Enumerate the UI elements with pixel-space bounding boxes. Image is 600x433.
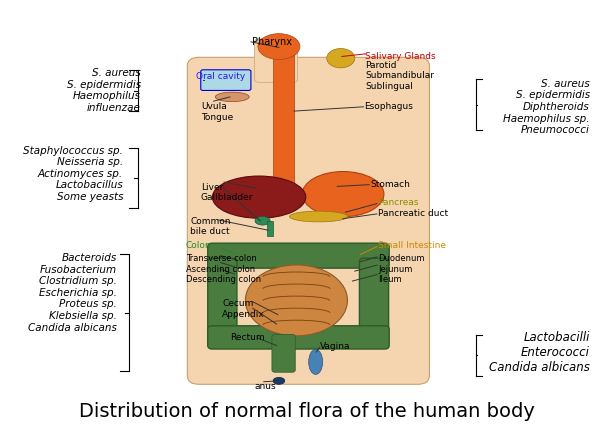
Ellipse shape [212, 176, 306, 218]
Text: Duodenum
Jejunum
Ileum: Duodenum Jejunum Ileum [378, 254, 425, 284]
Text: Staphylococcus sp.
Neisseria sp.
Actinomyces sp.
Lactobacillus
Some yeasts: Staphylococcus sp. Neisseria sp. Actinom… [23, 145, 123, 202]
FancyBboxPatch shape [359, 258, 389, 347]
Polygon shape [267, 221, 273, 236]
FancyBboxPatch shape [254, 39, 298, 82]
Text: Common
bile duct: Common bile duct [190, 216, 231, 236]
FancyBboxPatch shape [272, 334, 295, 372]
Text: Uvula
Tongue: Uvula Tongue [201, 103, 233, 122]
Text: Pharynx: Pharynx [251, 37, 292, 47]
Text: Colon: Colon [185, 241, 211, 250]
Text: S. aureus
S. epidermidis
Diphtheroids
Haemophilus sp.
Pneumococci: S. aureus S. epidermidis Diphtheroids Ha… [503, 79, 590, 135]
Ellipse shape [308, 349, 323, 375]
Text: Esophagus: Esophagus [364, 102, 413, 111]
Ellipse shape [215, 92, 249, 102]
Text: Distribution of normal flora of the human body: Distribution of normal flora of the huma… [79, 402, 535, 421]
Text: Oral cavity: Oral cavity [196, 72, 245, 81]
Ellipse shape [302, 171, 384, 216]
FancyBboxPatch shape [208, 326, 389, 349]
Text: Bacteroids
Fusobacterium
Clostridium sp.
Escherichia sp.
Proteus sp.
Klebsiella : Bacteroids Fusobacterium Clostridium sp.… [28, 253, 118, 333]
Text: Vagina: Vagina [320, 342, 350, 351]
Ellipse shape [255, 216, 270, 225]
Text: Stomach: Stomach [370, 180, 410, 189]
Text: Small Intestine: Small Intestine [378, 241, 446, 250]
Ellipse shape [245, 265, 347, 336]
FancyBboxPatch shape [187, 57, 430, 384]
FancyBboxPatch shape [201, 70, 251, 90]
FancyBboxPatch shape [208, 243, 389, 268]
Text: Salivary Glands: Salivary Glands [365, 52, 436, 61]
Text: Lactobacilli
Enterococci
Candida albicans: Lactobacilli Enterococci Candida albican… [489, 330, 590, 374]
Ellipse shape [289, 211, 348, 222]
Ellipse shape [327, 48, 355, 68]
Text: Transverse colon
Ascending colon
Descending colon: Transverse colon Ascending colon Descend… [185, 254, 261, 284]
Text: Rectum: Rectum [230, 333, 265, 343]
Text: Cecum
Appendix: Cecum Appendix [223, 299, 265, 319]
Polygon shape [273, 47, 294, 199]
Ellipse shape [258, 34, 300, 59]
Text: S. aureus
S. epidermidis
Haemophilus
influenzae: S. aureus S. epidermidis Haemophilus inf… [67, 68, 140, 113]
Text: Liver
Gallbladder: Liver Gallbladder [201, 183, 253, 202]
Text: anus: anus [254, 382, 276, 391]
FancyBboxPatch shape [208, 258, 237, 347]
Text: Pancreas: Pancreas [378, 198, 419, 207]
Text: Pancreatic duct: Pancreatic duct [378, 209, 448, 217]
Text: Parotid
Submandibular
Sublingual: Parotid Submandibular Sublingual [365, 61, 434, 90]
Ellipse shape [273, 378, 285, 384]
